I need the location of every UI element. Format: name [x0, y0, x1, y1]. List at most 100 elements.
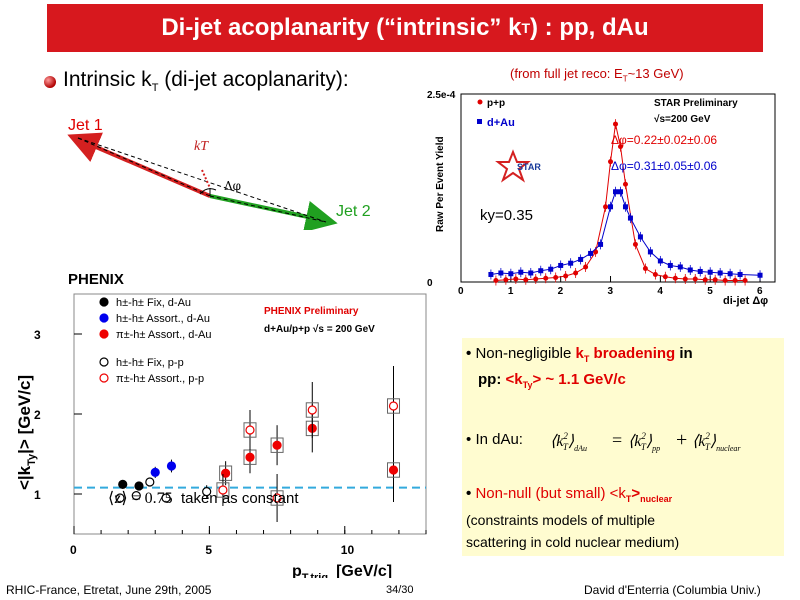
star-x-tick-label: 1	[508, 286, 514, 297]
bullet-nuclear: • Non-null (but small) <kT>nuclear	[466, 484, 672, 509]
star-logo: STAR	[495, 149, 541, 183]
star-chart: 0 1 2 3 4 5 6 0 2.5e-4 Raw Per Event Yield STAR …	[425, 82, 787, 310]
bullet-pp-broadening: • Non-negligible kT broadening in	[466, 344, 693, 369]
phenix-sys-box	[387, 462, 401, 478]
phenix-annotation-1: PHENIX Preliminary	[264, 306, 359, 317]
phenix-data-point	[115, 493, 125, 503]
phenix-data-point	[202, 487, 212, 497]
phenix-legend-label: h±-h± Fix, p-p	[116, 357, 184, 369]
phenix-legend-label: h±-h± Fix, d-Au	[116, 297, 191, 309]
bullet-dot: •	[466, 431, 472, 448]
phenix-sys-box	[243, 422, 257, 438]
z-note: ⟨z⟩ = 0.75 taken as constant	[108, 488, 299, 508]
svg-text:⟨k2T⟩nuclear: ⟨k2 T⟩nuclear	[692, 431, 741, 453]
page-number: 34/30	[386, 584, 414, 596]
intro-tail: (di-jet acoplanarity):	[158, 68, 349, 91]
bullet-constraints-2: scattering in cold nuclear medium)	[466, 534, 680, 550]
star-ylabel: Raw Per Event Yield	[435, 136, 446, 232]
dau-formula: ⟨k2 T⟩dAu = ⟨k2 T⟩pp + ⟨k2 T⟩nuclear	[550, 429, 741, 453]
phenix-data-point	[388, 465, 399, 475]
phenix-sys-box	[387, 398, 401, 414]
top-note-sub: T	[622, 74, 628, 84]
bullet-dot: •	[466, 345, 472, 362]
slide-title: Di-jet acoplanarity (“intrinsic” k T) : p…	[47, 4, 763, 52]
phenix-sys-box	[219, 465, 233, 481]
angle-arc	[199, 188, 217, 195]
bullet-icon	[44, 76, 56, 88]
b1-red-tail: broadening	[589, 345, 676, 362]
svg-text:+: +	[676, 429, 687, 451]
title-tail: ) : pp, dAu	[530, 14, 649, 41]
bullet-dot: •	[466, 485, 472, 502]
b3-red-sub2: nuclear	[640, 494, 673, 504]
dphi-label: Δφ	[224, 179, 241, 193]
jet-diagram: Jet 1 Jet 2 kT Δφ	[67, 117, 371, 230]
star-x-tick-label: 5	[707, 286, 713, 297]
phenix-ylabel: <|kTy|> [GeV/c]	[15, 375, 38, 490]
star-annotation-2: √s=200 GeV	[654, 114, 711, 125]
bullet-constraints-1: (constraints models of multiple	[466, 512, 656, 528]
phenix-annotation-2: d+Au/p+p √s = 200 GeV	[264, 324, 375, 335]
b2-label: In dAu:	[475, 431, 523, 448]
bullet-dau: • In dAu:	[466, 430, 523, 450]
b1-text-a: Non-negligible	[475, 345, 576, 362]
z-tail: taken as constant	[180, 490, 299, 507]
title-text: Di-jet acoplanarity (“intrinsic” k	[161, 14, 522, 41]
phenix-logo: PHENIX	[68, 271, 124, 288]
z-expr: ⟨z⟩ = 0.75	[108, 490, 173, 507]
star-logo-text: STAR	[517, 162, 541, 172]
b1-line2-sub: Ty	[522, 380, 533, 390]
star-legend-pp-marker	[477, 99, 483, 105]
star-y-tick-label: 2.5e-4	[427, 90, 456, 101]
phenix-legend-marker	[99, 297, 109, 307]
intro-sub: T	[151, 82, 159, 95]
phenix-data-point	[134, 481, 144, 491]
star-fit-curve	[495, 123, 746, 281]
phenix-data-point	[245, 452, 255, 462]
star-fit-label-pp: Δφ=0.22±0.02±0.06	[611, 133, 717, 147]
b3-red-tail: >	[631, 485, 641, 502]
phenix-x-tick-label: 0	[70, 543, 77, 557]
phenix-data-point	[150, 467, 160, 477]
b1-text-b: in	[675, 345, 693, 362]
b1-line2-a: pp:	[478, 371, 506, 388]
phenix-y-tick-label: 3	[34, 328, 41, 342]
phenix-data-point	[145, 477, 155, 487]
footer-author: David d'Enterria (Columbia Univ.)	[584, 583, 761, 597]
phenix-legend-marker	[99, 329, 109, 339]
star-x-tick-label: 3	[608, 286, 614, 297]
phenix-logo-text: PHENIX	[68, 271, 124, 288]
phenix-legend-label: π±-h± Assort., d-Au	[116, 329, 211, 341]
phenix-xlabel: pT,trig [GeV/c]	[292, 563, 392, 578]
phenix-data-point	[118, 479, 128, 489]
phenix-data-point	[161, 493, 171, 503]
phenix-legend-label: π±-h± Assort., p-p	[116, 373, 204, 385]
star-xlabel: di-jet Δφ	[723, 295, 768, 307]
b1-line2-tail: > ~ 1.1 GeV/c	[532, 371, 626, 388]
intro-bullet: Intrinsic kT (di-jet acoplanarity):	[63, 68, 349, 94]
jet2-label: Jet 2	[336, 203, 371, 220]
star-x-tick-label: 4	[657, 286, 663, 297]
phenix-sys-box	[216, 482, 230, 498]
intro-text: Intrinsic k	[63, 68, 152, 91]
star-x-tick-label: 2	[558, 286, 564, 297]
phenix-sys-box	[305, 402, 319, 418]
phenix-x-tick-label: 10	[341, 543, 355, 557]
phenix-data-point	[245, 425, 255, 435]
phenix-legend-marker	[99, 373, 109, 383]
phenix-data-point	[388, 401, 399, 411]
top-note-text: (from full jet reco: E	[510, 66, 623, 81]
phenix-legend-label: h±-h± Assort., d-Au	[116, 313, 210, 325]
phenix-data-point	[272, 440, 282, 450]
phenix-data-point	[307, 405, 317, 415]
bullet-box: • Non-negligible kT broadening in pp: <k…	[462, 338, 784, 556]
star-legend-dau-marker	[477, 119, 482, 124]
phenix-x-tick-label: 5	[205, 543, 212, 557]
phenix-legend-marker	[99, 313, 109, 323]
bullet-pp-value: pp: <kTy> ~ 1.1 GeV/c	[478, 370, 626, 395]
top-note: (from full jet reco: ET~13 GeV)	[510, 66, 684, 84]
star-legend-dau: d+Au	[487, 117, 515, 129]
phenix-legend-marker	[99, 357, 109, 367]
b3-red: Non-null (but small) <k	[475, 485, 626, 502]
star-fit-label-dau: Δφ=0.31±0.05±0.06	[611, 159, 717, 173]
